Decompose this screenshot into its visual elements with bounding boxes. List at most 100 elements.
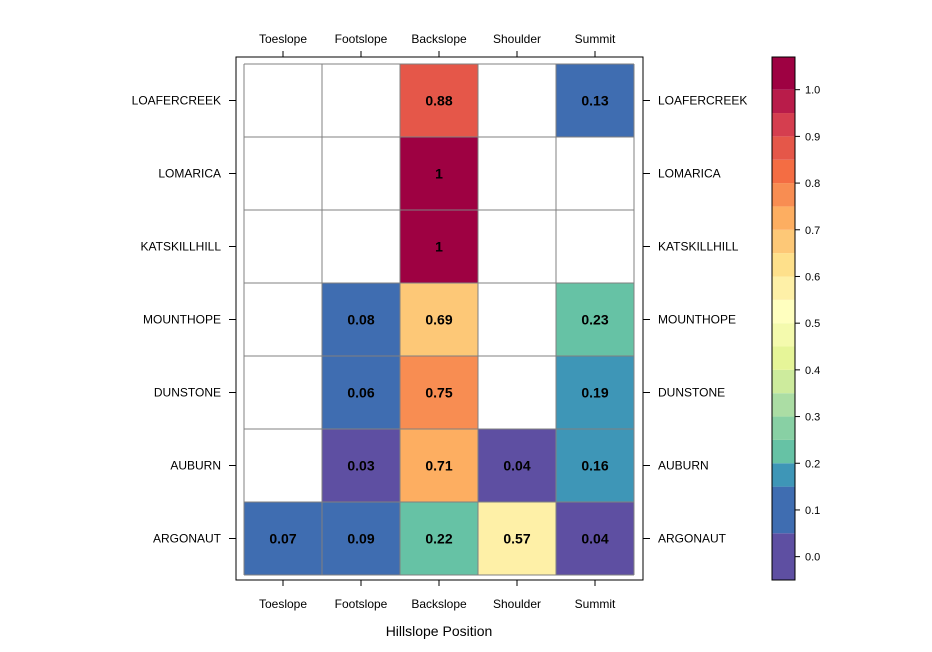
colorbar-tick-label: 0.7 bbox=[805, 225, 820, 237]
heatmap-cell bbox=[322, 429, 400, 502]
heatmap-cell bbox=[400, 356, 478, 429]
colorbar-tick-label: 0.9 bbox=[805, 131, 820, 143]
y-axis-left: LOAFERCREEK LOMARICA KATSKILLHILL MOUNTHOPE… bbox=[132, 94, 236, 546]
y-tick-label: ARGONAUT bbox=[658, 532, 727, 546]
cell-value-label: 0.03 bbox=[347, 458, 374, 474]
cell-value-label: 0.09 bbox=[347, 531, 374, 547]
heatmap-cell bbox=[400, 429, 478, 502]
y-tick-label: MOUNTHOPE bbox=[658, 313, 736, 327]
heatmap-cell bbox=[478, 429, 556, 502]
x-tick-label: Shoulder bbox=[493, 32, 541, 46]
y-tick-label: KATSKILLHILL bbox=[141, 240, 222, 254]
x-axis-title: Hillslope Position bbox=[386, 623, 493, 639]
cell-value-labels: 0.88 0.13 1 1 0.08 0.69 0.23 0.06 0.75 0.19 0.03 0.… bbox=[269, 93, 608, 547]
y-tick-label: AUBURN bbox=[658, 459, 709, 473]
heatmap-cell bbox=[322, 283, 400, 356]
colorbar-tick-label: 0.0 bbox=[805, 552, 820, 564]
cell-value-label: 0.75 bbox=[425, 385, 452, 401]
colorbar-tick-label: 0.3 bbox=[805, 412, 820, 424]
heatmap-cell bbox=[400, 283, 478, 356]
heatmap-cells bbox=[244, 64, 634, 575]
colorbar-tick-label: 0.1 bbox=[805, 505, 820, 517]
colorbar-segment bbox=[772, 439, 795, 464]
x-axis-bottom: Toeslope Footslope Backslope Shoulder Summit bbox=[259, 580, 616, 611]
cell-value-label: 0.06 bbox=[347, 385, 374, 401]
heatmap-cell bbox=[400, 64, 478, 137]
y-tick-label: LOAFERCREEK bbox=[658, 94, 747, 108]
colorbar-segment bbox=[772, 253, 795, 277]
cell-value-label: 0.22 bbox=[425, 531, 452, 547]
x-axis-top: Toeslope Footslope Backslope Shoulder Summit bbox=[259, 32, 616, 57]
heatmap-cell bbox=[400, 137, 478, 210]
heatmap-cell bbox=[322, 356, 400, 429]
heatmap-cell bbox=[400, 210, 478, 283]
cell-value-label: 0.04 bbox=[581, 531, 608, 547]
grid-lines bbox=[243, 63, 635, 576]
cell-value-label: 0.23 bbox=[581, 312, 608, 328]
colorbar-segment bbox=[772, 346, 795, 370]
colorbar-segment bbox=[772, 136, 795, 160]
colorbar-tick-label: 0.4 bbox=[805, 365, 820, 377]
colorbar-segment bbox=[772, 486, 795, 534]
y-tick-label: MOUNTHOPE bbox=[143, 313, 221, 327]
cell-value-label: 0.08 bbox=[347, 312, 374, 328]
colorbar-segment bbox=[772, 206, 795, 230]
colorbar-segment bbox=[772, 276, 795, 300]
colorbar-segment bbox=[772, 323, 795, 347]
cell-value-label: 0.16 bbox=[581, 458, 608, 474]
heatmap-cell bbox=[478, 502, 556, 575]
y-axis-right: LOAFERCREEK LOMARICA KATSKILLHILL MOUNTHOPE… bbox=[643, 94, 747, 546]
colorbar-tick-label: 0.8 bbox=[805, 178, 820, 190]
colorbar-segment bbox=[772, 299, 795, 324]
x-tick-label: Toeslope bbox=[259, 32, 307, 46]
cell-value-label: 0.88 bbox=[425, 93, 452, 109]
heatmap-cell bbox=[556, 283, 634, 356]
cell-value-label: 0.69 bbox=[425, 312, 452, 328]
x-tick-label: Backslope bbox=[411, 597, 467, 611]
colorbar-segment bbox=[772, 393, 795, 417]
y-tick-label: LOMARICA bbox=[158, 167, 221, 181]
heatmap-cell bbox=[556, 502, 634, 575]
y-tick-label: LOMARICA bbox=[658, 167, 721, 181]
y-tick-label: DUNSTONE bbox=[154, 386, 221, 400]
cell-value-label: 0.57 bbox=[503, 531, 530, 547]
x-tick-label: Shoulder bbox=[493, 597, 541, 611]
cell-value-label: 0.04 bbox=[503, 458, 530, 474]
colorbar-segment bbox=[772, 183, 795, 207]
colorbar-segment bbox=[772, 113, 795, 137]
colorbar-segment bbox=[772, 57, 795, 90]
colorbar-segment bbox=[772, 369, 795, 394]
x-tick-label: Summit bbox=[575, 597, 616, 611]
colorbar-segment bbox=[772, 229, 795, 254]
cell-value-label: 0.13 bbox=[581, 93, 608, 109]
colorbar-segment bbox=[772, 159, 795, 184]
cell-value-label: 1 bbox=[435, 239, 443, 255]
heatmap-cell bbox=[556, 64, 634, 137]
heatmap-cell bbox=[400, 502, 478, 575]
heatmap-cell bbox=[322, 502, 400, 575]
heatmap-cell bbox=[244, 502, 322, 575]
colorbar-tick-label: 0.6 bbox=[805, 271, 820, 283]
cell-value-label: 0.19 bbox=[581, 385, 608, 401]
colorbar-tick-label: 0.5 bbox=[805, 318, 820, 330]
colorbar-frame bbox=[771, 56, 796, 581]
y-tick-label: LOAFERCREEK bbox=[132, 94, 221, 108]
heatmap-cell bbox=[556, 429, 634, 502]
y-tick-label: ARGONAUT bbox=[153, 532, 222, 546]
colorbar-segment bbox=[772, 89, 795, 114]
x-tick-label: Footslope bbox=[335, 597, 388, 611]
colorbar: 0.0 0.1 0.2 0.3 0.4 0.5 0.6 0.7 0.8 0.9 1.0 bbox=[771, 56, 820, 581]
cell-value-label: 0.07 bbox=[269, 531, 296, 547]
y-tick-label: DUNSTONE bbox=[658, 386, 725, 400]
colorbar-segment bbox=[772, 533, 795, 580]
x-tick-label: Summit bbox=[575, 32, 616, 46]
colorbar-segment bbox=[772, 416, 795, 440]
colorbar-tick-label: 1.0 bbox=[805, 85, 820, 97]
y-tick-label: AUBURN bbox=[170, 459, 221, 473]
x-tick-label: Footslope bbox=[335, 32, 388, 46]
x-tick-label: Backslope bbox=[411, 32, 467, 46]
y-tick-label: KATSKILLHILL bbox=[658, 240, 739, 254]
colorbar-tick-label: 0.2 bbox=[805, 458, 820, 470]
cell-value-label: 1 bbox=[435, 166, 443, 182]
